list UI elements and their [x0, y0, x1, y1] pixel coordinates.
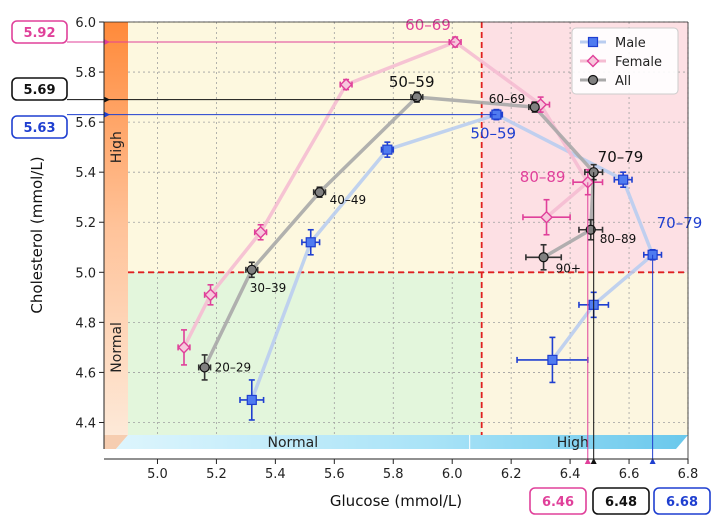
legend-label-female: Female	[615, 55, 662, 70]
data-point-male	[382, 144, 393, 155]
callout-box-x	[529, 487, 587, 515]
callout-box-x	[653, 487, 711, 515]
x-tick-label: 6.0	[442, 467, 463, 482]
cholesterol-band-normal-label: Normal	[109, 322, 125, 373]
data-point-male	[246, 394, 257, 406]
x-tick-label: 6.4	[560, 467, 581, 482]
y-tick-label: 5.0	[75, 266, 96, 281]
data-point-all	[314, 187, 325, 198]
data-point-all	[529, 102, 540, 113]
glucose-band-normal-label: Normal	[268, 435, 319, 451]
normal-glucose-high-chol-region	[128, 22, 482, 273]
callout-box-y	[11, 20, 68, 44]
x-tick-label: 5.2	[206, 467, 227, 482]
point-label-female: 60–69	[405, 16, 451, 34]
x-tick-label: 5.6	[324, 467, 345, 482]
glucose-band	[116, 435, 688, 449]
y-tick-label: 6.0	[75, 16, 96, 31]
callout-value-x: 6.46	[542, 495, 574, 510]
point-label-all: 60–69	[489, 92, 526, 106]
point-label-all: 20–29	[215, 360, 252, 374]
data-point-male	[305, 237, 316, 248]
x-axis-title: Glucose (mmol/L)	[330, 492, 462, 510]
data-point-all	[585, 224, 596, 235]
x-tick-label: 6.8	[678, 467, 699, 482]
legend-label-all: All	[615, 74, 631, 89]
callout-value-x: 6.68	[666, 495, 698, 510]
x-tick-label: 5.0	[147, 467, 168, 482]
legend-marker-male	[587, 36, 599, 48]
x-tick-label: 5.8	[383, 467, 404, 482]
glucose-band-high-label: High	[557, 435, 589, 451]
callout-arrow-x	[584, 458, 591, 464]
point-label-female: 80–89	[520, 168, 566, 186]
data-point-all	[411, 91, 422, 103]
point-label-all: 70–79	[598, 148, 644, 166]
normal-region	[128, 272, 482, 435]
callout-arrow-y	[104, 96, 110, 103]
point-label-all: 80–89	[600, 232, 637, 246]
data-point-male	[618, 174, 629, 185]
callout-arrow-y	[104, 111, 110, 118]
point-label-male: 50–59	[470, 125, 516, 143]
y-axis-title: Cholesterol (mmol/L)	[28, 156, 46, 313]
y-tick-label: 5.2	[75, 216, 96, 231]
cholesterol-band	[104, 22, 128, 435]
data-point-female	[540, 210, 554, 224]
data-point-female	[177, 340, 191, 354]
data-point-female	[339, 78, 353, 92]
callout-box-x	[592, 487, 650, 515]
callout-box-y	[11, 77, 68, 101]
callout-value-y: 5.63	[23, 121, 55, 136]
data-point-all	[199, 362, 210, 373]
callout-box-y	[11, 115, 68, 139]
point-label-all: 90+	[556, 261, 581, 275]
y-tick-label: 4.6	[75, 366, 96, 381]
callout-value-x: 6.48	[605, 495, 637, 510]
cholesterol-band-foot	[104, 435, 128, 449]
legend-label-male: Male	[615, 36, 646, 51]
data-point-all	[246, 264, 257, 275]
point-label-all: 30–39	[250, 281, 287, 295]
y-tick-label: 4.8	[75, 316, 96, 331]
series-line-male	[250, 112, 655, 401]
legend-box	[571, 27, 679, 95]
x-tick-label: 6.6	[619, 467, 640, 482]
legend-marker-female	[586, 54, 600, 68]
callout-value-y: 5.92	[23, 26, 55, 41]
data-point-female	[254, 225, 268, 239]
high-glucose-normal-chol-region	[481, 272, 688, 435]
callout-arrow-y	[104, 39, 110, 46]
point-label-male: 70–79	[657, 214, 703, 232]
legend-marker-all	[587, 74, 599, 86]
callout-value-y: 5.69	[23, 83, 55, 98]
y-tick-label: 5.6	[75, 116, 96, 131]
cholesterol-band-high-label: High	[109, 131, 125, 163]
point-label-all: 50–59	[389, 73, 435, 91]
y-tick-label: 5.8	[75, 66, 96, 81]
y-tick-label: 4.4	[75, 416, 96, 431]
callout-arrow-x	[590, 458, 597, 464]
callout-arrow-x	[649, 458, 656, 464]
data-point-all	[538, 252, 549, 263]
data-point-male	[547, 354, 558, 366]
series-line-female	[182, 40, 590, 349]
x-tick-label: 6.2	[501, 467, 522, 482]
data-point-female	[204, 288, 218, 302]
y-tick-label: 5.4	[75, 166, 96, 181]
point-label-all: 40–49	[330, 193, 367, 207]
x-tick-label: 5.4	[265, 467, 286, 482]
